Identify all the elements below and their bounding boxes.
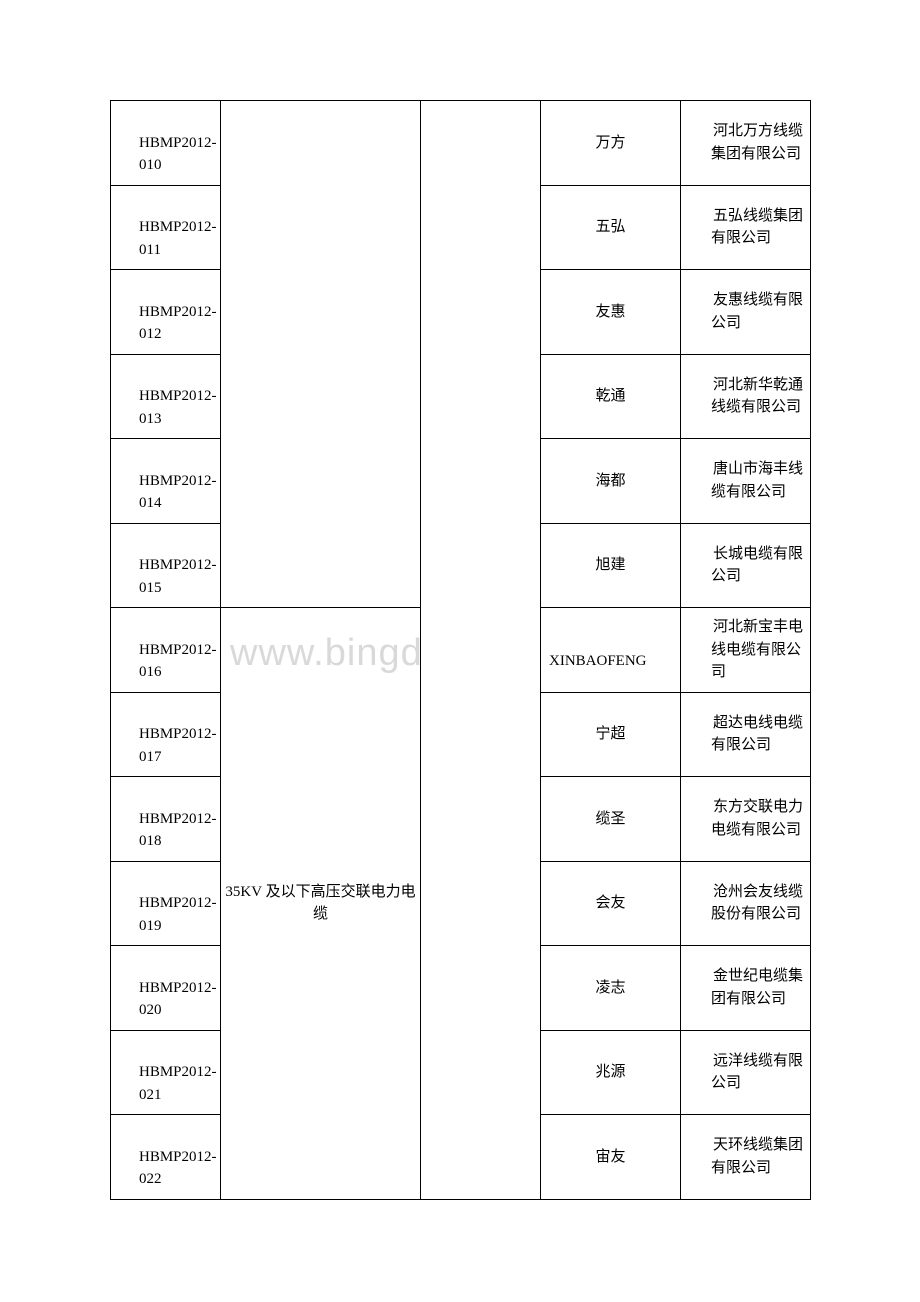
cell-code: HBMP2012-017 <box>111 692 221 777</box>
cell-brand: 乾通 <box>541 354 681 439</box>
cell-code: HBMP2012-015 <box>111 523 221 608</box>
cell-brand: 缆圣 <box>541 777 681 862</box>
cell-code: HBMP2012-022 <box>111 1115 221 1200</box>
cell-brand: 海都 <box>541 439 681 524</box>
cell-company: 河北新宝丰电线电缆有限公司 <box>681 608 811 693</box>
cell-code: HBMP2012-021 <box>111 1030 221 1115</box>
cell-brand: 旭建 <box>541 523 681 608</box>
cell-company: 天环线缆集团有限公司 <box>681 1115 811 1200</box>
table-body: HBMP2012-010 万方 河北万方线缆集团有限公司 HBMP2012-01… <box>111 101 811 1200</box>
table-row: HBMP2012-010 万方 河北万方线缆集团有限公司 <box>111 101 811 186</box>
cell-company: 沧州会友线缆股份有限公司 <box>681 861 811 946</box>
cell-code: HBMP2012-013 <box>111 354 221 439</box>
cell-company: 五弘线缆集团有限公司 <box>681 185 811 270</box>
cell-company: 唐山市海丰线缆有限公司 <box>681 439 811 524</box>
cell-code: HBMP2012-019 <box>111 861 221 946</box>
cell-company: 长城电缆有限公司 <box>681 523 811 608</box>
cell-brand: XINBAOFENG <box>541 608 681 693</box>
cell-code: HBMP2012-010 <box>111 101 221 186</box>
cell-company: 东方交联电力电缆有限公司 <box>681 777 811 862</box>
cell-brand: 宙友 <box>541 1115 681 1200</box>
cell-brand: 万方 <box>541 101 681 186</box>
cell-category <box>221 101 421 608</box>
table-container: www.bingd HBMP2012-010 万方 河北万方线缆集团有限公司 H… <box>110 100 810 1200</box>
cell-code: HBMP2012-011 <box>111 185 221 270</box>
cell-code: HBMP2012-020 <box>111 946 221 1031</box>
cell-code: HBMP2012-016 <box>111 608 221 693</box>
cell-company: 超达电线电缆有限公司 <box>681 692 811 777</box>
cell-brand: 友惠 <box>541 270 681 355</box>
cell-empty <box>421 101 541 1200</box>
cell-code: HBMP2012-014 <box>111 439 221 524</box>
cell-brand: 兆源 <box>541 1030 681 1115</box>
cell-category: 35KV 及以下高压交联电力电缆 <box>221 608 421 1200</box>
cell-code: HBMP2012-012 <box>111 270 221 355</box>
cell-company: 远洋线缆有限公司 <box>681 1030 811 1115</box>
cell-brand: 凌志 <box>541 946 681 1031</box>
cell-brand: 五弘 <box>541 185 681 270</box>
cell-code: HBMP2012-018 <box>111 777 221 862</box>
cell-company: 金世纪电缆集团有限公司 <box>681 946 811 1031</box>
cell-brand: 会友 <box>541 861 681 946</box>
cell-company: 河北万方线缆集团有限公司 <box>681 101 811 186</box>
data-table: HBMP2012-010 万方 河北万方线缆集团有限公司 HBMP2012-01… <box>110 100 811 1200</box>
cell-company: 友惠线缆有限公司 <box>681 270 811 355</box>
cell-company: 河北新华乾通线缆有限公司 <box>681 354 811 439</box>
cell-brand: 宁超 <box>541 692 681 777</box>
